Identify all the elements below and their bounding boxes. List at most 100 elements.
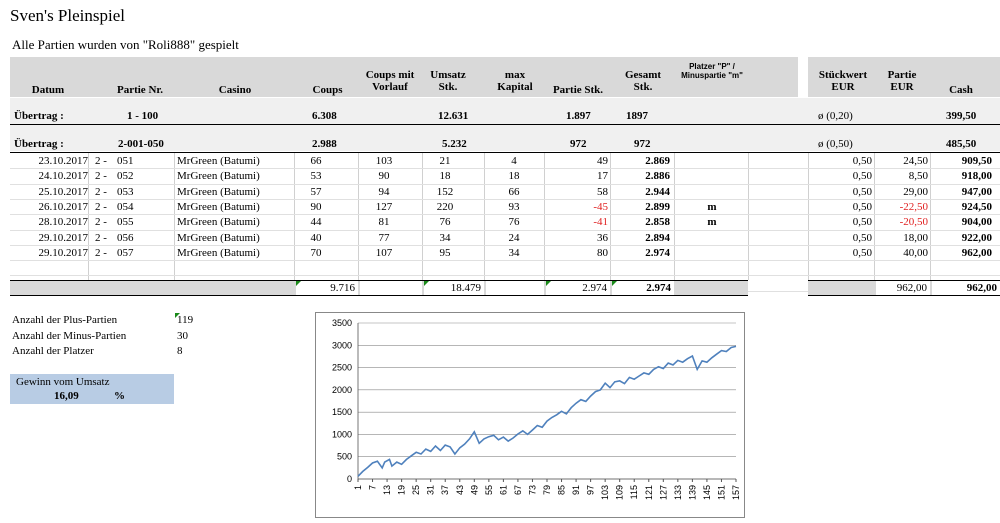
grid-column-line (174, 153, 175, 280)
uebertrag-1-underline (10, 124, 1000, 125)
header-partie-eur: Partie EUR (887, 69, 917, 93)
cell-prefix: 2 - (95, 246, 107, 259)
cell-platzer: m (707, 200, 717, 213)
cell-partie-eur: 40,00 (903, 246, 928, 259)
cell-umsatz: 76 (439, 216, 451, 229)
table-row-line (10, 214, 1000, 216)
stat-plus-marker (175, 313, 180, 318)
cell-umsatz: 220 (436, 200, 454, 213)
cash-line-chart: 0 500 1000 1500 2000 2500 3000 3500 1 7 13 19 25 31 37… (315, 312, 745, 518)
total-umsatz-marker (424, 281, 429, 286)
grid-column-line (484, 153, 485, 280)
total-coups-marker (296, 281, 301, 286)
cell-stueckwert: 0,50 (852, 246, 872, 259)
cell-nr: 057 (117, 246, 134, 259)
chart-x-tick-label: 127 (658, 485, 668, 500)
cell-datum: 28.10.2017 (38, 216, 89, 229)
cell-casino: MrGreen (Batumi) (177, 231, 260, 244)
uebertrag-1-gesamt-stk: 1897 (626, 110, 648, 122)
chart-x-tick-label: 13 (382, 485, 392, 495)
chart-x-tick-label: 97 (586, 485, 596, 495)
cell-kapital: 66 (508, 185, 520, 198)
stat-minus-value: 30 (177, 330, 188, 342)
header-datum: Datum (31, 84, 65, 96)
cell-datum: 24.10.2017 (38, 170, 89, 183)
cell-partie-eur: 18,00 (903, 231, 928, 244)
cell-nr: 051 (117, 155, 134, 167)
table-row-line (10, 198, 1000, 200)
cell-coups: 90 (310, 200, 322, 213)
uebertrag-2-partie-stk: 972 (570, 138, 587, 150)
cell-gesamt: 2.899 (645, 200, 670, 213)
cell-gesamt: 2.858 (645, 216, 670, 229)
chart-x-tick-label: 49 (469, 485, 479, 495)
chart-x-tick-label: 19 (397, 485, 407, 495)
total-gesamt: 2.974 (612, 281, 674, 295)
total-cash: 962,00 (932, 281, 1000, 295)
stat-platzer-value: 8 (177, 345, 183, 357)
cell-prefix: 2 - (95, 170, 107, 183)
chart-x-tick-label: 55 (484, 485, 494, 495)
cell-umsatz: 21 (439, 155, 451, 167)
total-vorlauf-blank (360, 281, 422, 295)
table-row-line (10, 183, 1000, 185)
stat-plus-value: 119 (177, 314, 194, 326)
chart-x-tick-label: 25 (411, 485, 421, 495)
grid-column-line (358, 153, 359, 280)
chart-x-tick-label: 133 (673, 485, 683, 500)
cell-nr: 055 (117, 216, 134, 229)
cell-stueckwert: 0,50 (852, 200, 872, 213)
cell-partie-stk: -45 (593, 200, 608, 213)
cell-nr: 056 (117, 231, 134, 244)
chart-x-tick-label: 67 (513, 485, 523, 495)
gewinn-unit: % (114, 390, 125, 402)
page-subtitle: Alle Partien wurden von "Roli888" gespie… (12, 37, 239, 52)
chart-series-line (357, 345, 737, 477)
cell-partie-stk: 36 (597, 231, 608, 244)
cell-umsatz: 152 (436, 185, 454, 198)
total-partie-eur: 962,00 (876, 281, 930, 295)
chart-x-tick-label: 31 (426, 485, 436, 495)
cell-coups: 40 (310, 231, 322, 244)
chart-x-tick-label: 91 (571, 485, 581, 495)
cell-kapital: 34 (508, 246, 520, 259)
cell-cash: 922,00 (961, 231, 992, 244)
cell-gesamt: 2.886 (645, 170, 670, 183)
header-coups-vorlauf: Coups mit Vorlauf (365, 69, 415, 93)
cell-coups: 44 (310, 216, 322, 229)
total-partie-stk-marker (546, 281, 551, 286)
chart-x-tick-label: 151 (716, 485, 726, 500)
header-gesamt-stk: Gesamt Stk. (624, 69, 662, 93)
cell-partie-stk: 80 (597, 246, 608, 259)
cell-gesamt: 2.944 (645, 185, 670, 198)
uebertrag-1-label: Übertrag : (14, 110, 64, 122)
cell-umsatz: 34 (439, 231, 451, 244)
uebertrag-2-umsatz: 5.232 (442, 138, 467, 150)
cell-casino: MrGreen (Batumi) (177, 216, 260, 229)
chart-x-tick-label: 7 (368, 485, 378, 490)
cell-stueckwert: 0,50 (852, 231, 872, 244)
cell-cash: 909,50 (961, 155, 992, 167)
cell-datum: 29.10.2017 (38, 231, 89, 244)
uebertrag-1-umsatz: 12.631 (438, 110, 469, 122)
cell-stueckwert: 0,50 (852, 170, 872, 183)
chart-y-tick-label: 1000 (332, 429, 352, 439)
chart-svg: 0 500 1000 1500 2000 2500 3000 3500 1 7 13 19 25 31 37… (332, 318, 741, 500)
uebertrag-2-partie: 2-001-050 (118, 138, 164, 150)
grid-column-line (544, 153, 545, 280)
uebertrag-2-label: Übertrag : (14, 138, 64, 150)
header-platzer: Platzer "P" / Minuspartie "m" (681, 62, 743, 80)
cell-platzer: m (707, 216, 717, 229)
cell-casino: MrGreen (Batumi) (177, 246, 260, 259)
cell-partie-stk: -41 (593, 216, 608, 229)
cell-coups: 70 (310, 246, 322, 259)
cell-vorlauf: 90 (378, 170, 390, 183)
header-umsatz: Umsatz Stk. (430, 69, 466, 93)
chart-y-tick-label: 3500 (332, 318, 352, 328)
grid-column-line (674, 153, 675, 280)
cell-partie-eur: -22,50 (899, 200, 928, 213)
uebertrag-2-cash: 485,50 (946, 138, 977, 150)
stat-plus-label: Anzahl der Plus-Partien (12, 314, 118, 326)
page-title: Sven's Pleinspiel (10, 6, 125, 25)
grid-column-line (294, 153, 295, 280)
